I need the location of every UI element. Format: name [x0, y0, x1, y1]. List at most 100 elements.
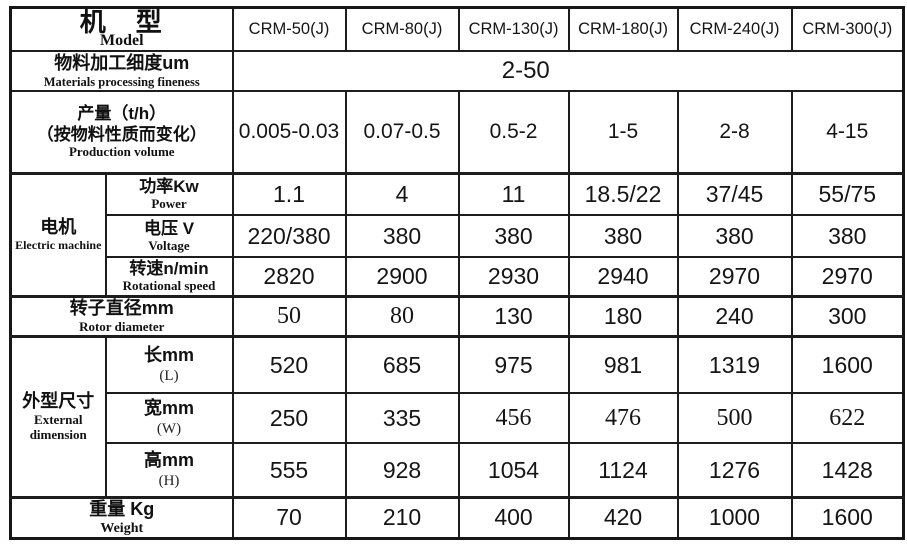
production-value: 0.005-0.03: [231, 90, 347, 175]
power-value: 18.5/22: [567, 171, 679, 217]
rotor-value: 300: [790, 294, 905, 338]
speed-row: 转速n/min Rotational speed 2820 2900 2930 …: [11, 256, 905, 298]
production-label-zh2: （按物料性质而变化）: [36, 124, 207, 144]
height-label-cell: 高mm (H): [104, 442, 234, 499]
rotor-value: 50: [231, 294, 347, 338]
column-header-crm-300: CRM-300(J): [790, 6, 905, 53]
header-row: 机 型 Model CRM-50(J) CRM-80(J) CRM-130(J)…: [9, 6, 905, 53]
width-label-zh: 宽mm: [144, 398, 195, 419]
fineness-label-en: Materials processing fineness: [43, 75, 200, 89]
power-value: 37/45: [676, 171, 793, 217]
model-header-cell: 机 型 Model: [9, 6, 234, 53]
spec-table: 机 型 Model CRM-50(J) CRM-80(J) CRM-130(J)…: [9, 6, 906, 540]
fineness-value: 2-50: [231, 50, 905, 93]
external-dimension-group-cell: 外型尺寸 External dimension: [9, 334, 107, 499]
height-label-en: (H): [158, 472, 180, 489]
length-value: 1600: [790, 334, 905, 395]
length-row: 外型尺寸 External dimension 长mm (L) 520 685 …: [9, 334, 905, 499]
power-value: 11: [457, 171, 570, 217]
length-value: 1319: [676, 334, 793, 395]
rotor-value: 80: [344, 294, 460, 338]
voltage-value: 380: [457, 214, 570, 259]
power-label-cell: 功率Kw Power: [104, 171, 234, 217]
width-label-cell: 宽mm (W): [104, 392, 234, 445]
weight-row: 重量 Kg Weight 70 210 400 420 1000 1600: [9, 495, 905, 540]
weight-value: 70: [231, 495, 347, 540]
production-value: 2-8: [676, 90, 793, 175]
production-label-cell: 产量（t/h） （按物料性质而变化） Production volume: [9, 90, 234, 175]
weight-label-cell: 重量 Kg Weight: [9, 495, 234, 540]
external-dimension-label-en: External dimension: [29, 411, 87, 442]
electric-machine-label-zh: 电机: [40, 217, 77, 238]
model-label-en: Model: [99, 32, 144, 49]
weight-value: 420: [567, 495, 679, 540]
weight-value: 210: [344, 495, 460, 540]
speed-label-zh: 转速n/min: [129, 258, 209, 278]
fineness-label-cell: 物料加工细度um Materials processing fineness: [9, 50, 234, 93]
rotor-label-cell: 转子直径mm Rotor diameter: [9, 294, 234, 338]
fineness-row: 物料加工细度um Materials processing fineness 2…: [9, 50, 905, 93]
voltage-value: 220/380: [231, 214, 347, 259]
width-value: 335: [344, 392, 460, 445]
length-label-zh: 长mm: [144, 344, 195, 365]
production-value: 0.5-2: [457, 90, 570, 175]
height-value: 1428: [790, 442, 905, 499]
electric-machine-group-cell: 电机 Electric machine: [9, 171, 107, 298]
speed-value: 2820: [231, 256, 347, 298]
power-label-zh: 功率Kw: [139, 176, 199, 196]
height-label-zh: 高mm: [144, 449, 195, 470]
width-value: 476: [567, 392, 679, 445]
voltage-label-zh: 电压 V: [143, 218, 195, 238]
height-value: 1124: [567, 442, 679, 499]
weight-value: 1000: [676, 495, 793, 540]
external-dimension-label-zh: 外型尺寸: [22, 391, 95, 412]
power-value: 4: [344, 171, 460, 217]
production-row: 产量（t/h） （按物料性质而变化） Production volume 0.0…: [9, 90, 905, 175]
column-header-crm-80: CRM-80(J): [344, 6, 460, 53]
width-value: 622: [790, 392, 905, 445]
fineness-label-zh: 物料加工细度um: [54, 53, 190, 74]
production-value: 4-15: [790, 90, 905, 175]
height-row: 高mm (H) 555 928 1054 1124 1276 1428: [11, 442, 905, 499]
voltage-label-cell: 电压 V Voltage: [104, 214, 234, 259]
column-header-crm-130: CRM-130(J): [457, 6, 570, 53]
voltage-value: 380: [344, 214, 460, 259]
length-value: 520: [231, 334, 347, 395]
speed-label-cell: 转速n/min Rotational speed: [104, 256, 234, 298]
width-row: 宽mm (W) 250 335 456 476 500 622: [11, 392, 905, 445]
voltage-value: 380: [790, 214, 905, 259]
rotor-label-zh: 转子直径mm: [69, 298, 174, 319]
voltage-value: 380: [676, 214, 793, 259]
column-header-crm-50: CRM-50(J): [231, 6, 347, 53]
voltage-value: 380: [567, 214, 679, 259]
width-value: 500: [676, 392, 793, 445]
production-label-zh1: 产量（t/h）: [77, 104, 167, 124]
model-label-zh: 机 型: [79, 7, 164, 37]
rotor-value: 180: [567, 294, 679, 338]
height-value: 928: [344, 442, 460, 499]
rotor-value: 130: [457, 294, 570, 338]
width-value: 456: [457, 392, 570, 445]
power-label-en: Power: [151, 196, 187, 212]
speed-value: 2930: [457, 256, 570, 298]
height-value: 1276: [676, 442, 793, 499]
weight-label-en: Weight: [100, 520, 144, 536]
rotor-value: 240: [676, 294, 793, 338]
power-value: 1.1: [231, 171, 347, 217]
voltage-row: 电压 V Voltage 220/380 380 380 380 380 380: [11, 214, 905, 259]
column-header-crm-180: CRM-180(J): [567, 6, 679, 53]
speed-value: 2970: [790, 256, 905, 298]
length-label-en: (L): [159, 367, 179, 384]
width-label-en: (W): [156, 420, 182, 437]
power-value: 55/75: [790, 171, 905, 217]
height-value: 555: [231, 442, 347, 499]
width-value: 250: [231, 392, 347, 445]
length-value: 685: [344, 334, 460, 395]
speed-label-en: Rotational speed: [122, 278, 216, 294]
electric-machine-label-en: Electric machine: [15, 237, 102, 252]
length-label-cell: 长mm (L): [104, 334, 234, 395]
height-value: 1054: [457, 442, 570, 499]
length-value: 981: [567, 334, 679, 395]
production-value: 1-5: [567, 90, 679, 175]
